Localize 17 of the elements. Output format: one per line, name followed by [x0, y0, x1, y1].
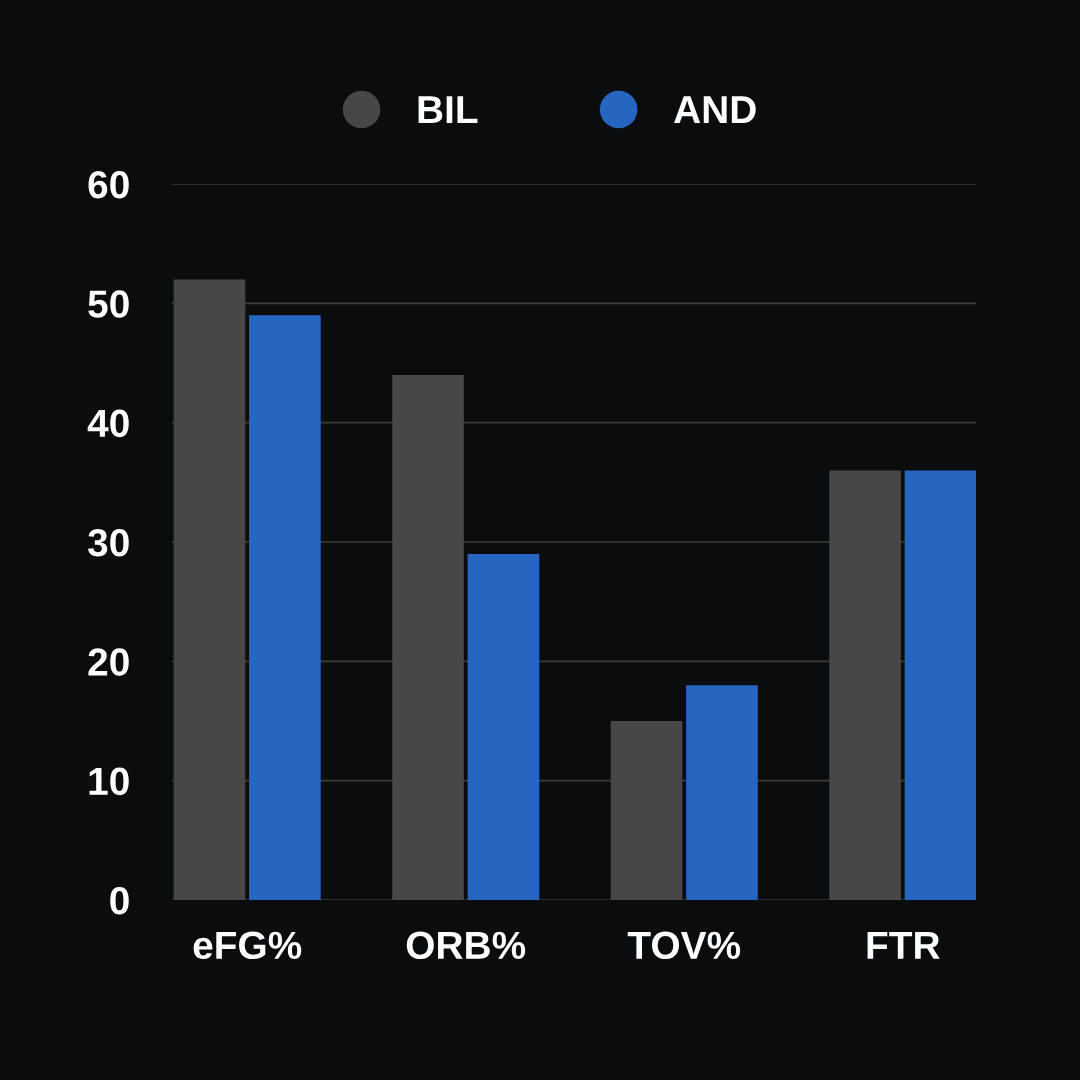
y-tick-label: 30: [87, 528, 129, 557]
legend-label: AND: [674, 96, 756, 124]
x-tick-label: ORB%: [406, 931, 526, 960]
y-tick-label: 60: [88, 170, 129, 199]
x-tick-label: TOV%: [627, 931, 741, 960]
legend-label: BIL: [418, 96, 478, 124]
y-tick-label: 40: [87, 409, 129, 438]
y-tick-label: 20: [88, 648, 129, 676]
y-tick-label: 10: [89, 767, 129, 796]
x-tick-label: eFG%: [193, 931, 302, 960]
y-tick-label: 50: [88, 290, 129, 318]
bar: [467, 553, 540, 900]
bar: [249, 315, 321, 900]
bar: [904, 470, 976, 900]
x-tick-label: FTR: [867, 931, 940, 959]
y-tick-label: 0: [110, 886, 129, 915]
bar: [686, 685, 758, 900]
